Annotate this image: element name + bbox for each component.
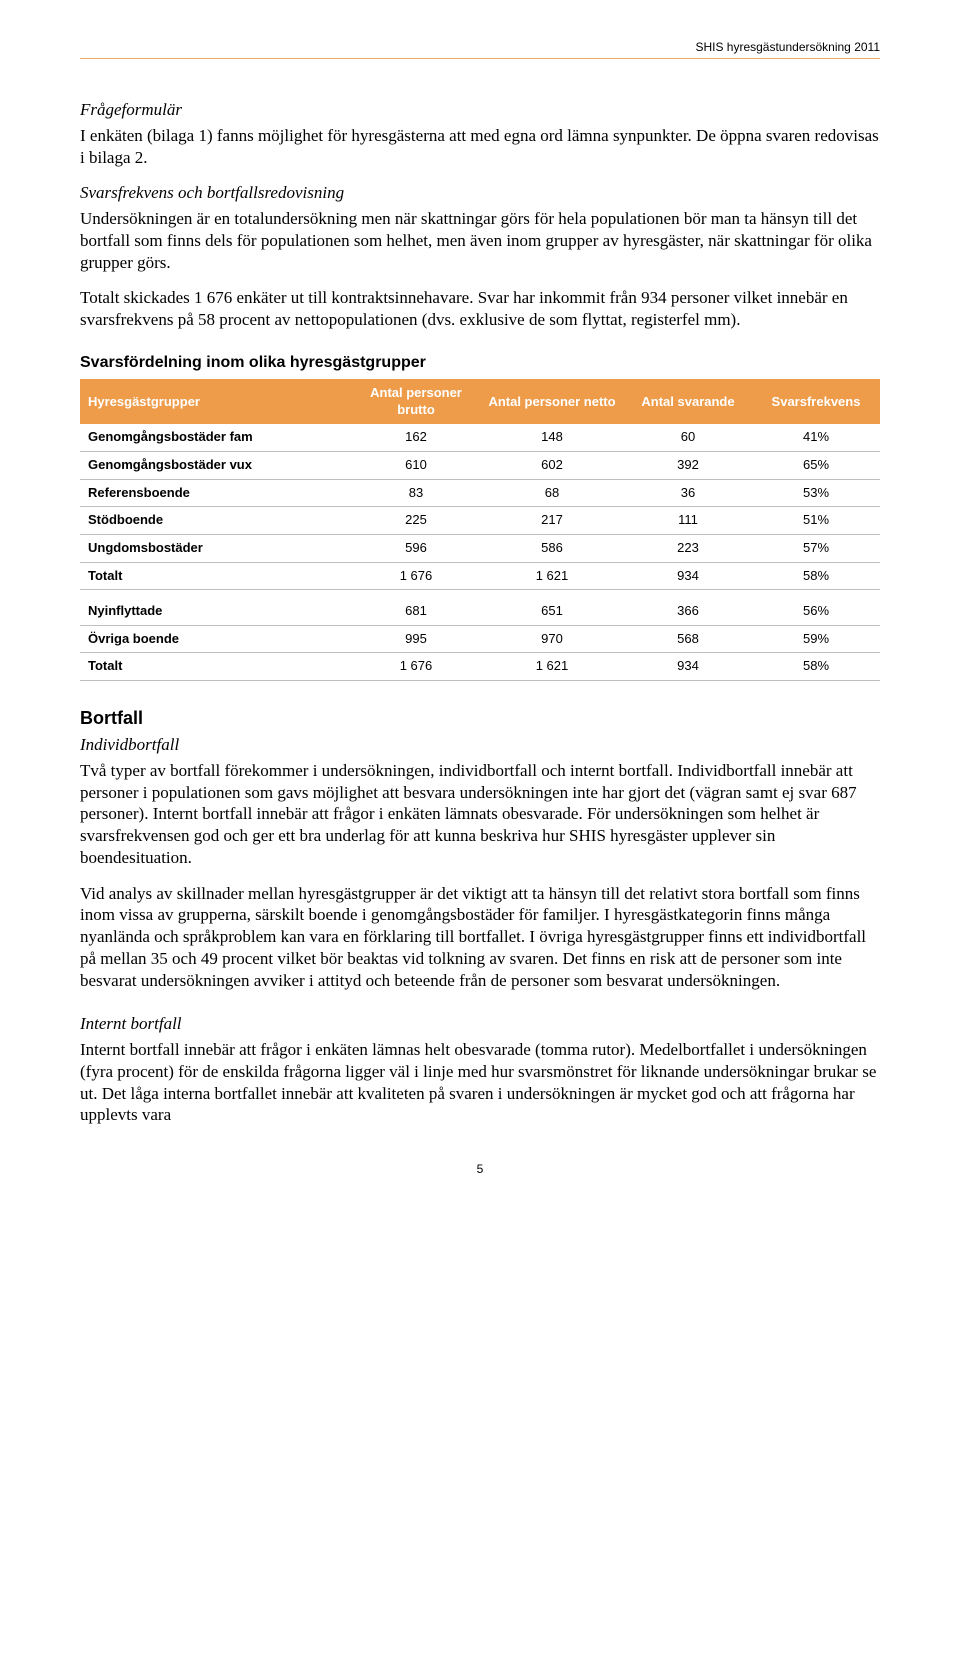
running-header: SHIS hyresgästundersökning 2011 xyxy=(80,40,880,54)
paragraph: Totalt skickades 1 676 enkäter ut till k… xyxy=(80,287,880,331)
table-cell: 1 676 xyxy=(352,562,480,590)
paragraph: Undersökningen är en totalundersökning m… xyxy=(80,208,880,273)
section-heading-svarsfrekvens: Svarsfrekvens och bortfallsredovisning xyxy=(80,182,880,204)
table-cell: 57% xyxy=(752,534,880,562)
table-cell: 36 xyxy=(624,479,752,507)
table-head: HyresgästgrupperAntal personer bruttoAnt… xyxy=(80,379,880,424)
table-cell: 934 xyxy=(624,653,752,681)
table-cell: 995 xyxy=(352,625,480,653)
table-cell: 225 xyxy=(352,507,480,535)
table-cell: 610 xyxy=(352,452,480,480)
table-cell: 58% xyxy=(752,562,880,590)
table-cell: 223 xyxy=(624,534,752,562)
table-spacer xyxy=(80,590,880,599)
table-cell: 934 xyxy=(624,562,752,590)
table-cell: 68 xyxy=(480,479,624,507)
paragraph: Två typer av bortfall förekommer i under… xyxy=(80,760,880,869)
table-cell: 1 676 xyxy=(352,653,480,681)
table-header-cell: Antal personer netto xyxy=(480,379,624,424)
table-cell: 681 xyxy=(352,598,480,625)
table-cell: Totalt xyxy=(80,562,352,590)
table-header-cell: Antal svarande xyxy=(624,379,752,424)
table-body-b: Nyinflyttade68165136656%Övriga boende995… xyxy=(80,598,880,680)
table-header-cell: Hyresgästgrupper xyxy=(80,379,352,424)
table-cell: 366 xyxy=(624,598,752,625)
table-cell: 56% xyxy=(752,598,880,625)
table-cell: Nyinflyttade xyxy=(80,598,352,625)
table-cell: 217 xyxy=(480,507,624,535)
table-cell: Övriga boende xyxy=(80,625,352,653)
table-row: Nyinflyttade68165136656% xyxy=(80,598,880,625)
table-row: Stödboende22521711151% xyxy=(80,507,880,535)
table-cell: Referensboende xyxy=(80,479,352,507)
table-cell: 568 xyxy=(624,625,752,653)
table-cell: 596 xyxy=(352,534,480,562)
paragraph: I enkäten (bilaga 1) fanns möjlighet för… xyxy=(80,125,880,169)
table-cell: 1 621 xyxy=(480,562,624,590)
table-cell: Stödboende xyxy=(80,507,352,535)
table-cell: 41% xyxy=(752,424,880,451)
subheading-internt-bortfall: Internt bortfall xyxy=(80,1013,880,1035)
table-header-cell: Svarsfrekvens xyxy=(752,379,880,424)
table-cell: 586 xyxy=(480,534,624,562)
table-cell: Genomgångsbostäder vux xyxy=(80,452,352,480)
table-cell: 602 xyxy=(480,452,624,480)
section-heading-bortfall: Bortfall xyxy=(80,707,880,730)
table-cell: Totalt xyxy=(80,653,352,681)
table-row: Referensboende83683653% xyxy=(80,479,880,507)
table-body-a: Genomgångsbostäder fam1621486041%Genomgå… xyxy=(80,424,880,589)
paragraph: Internt bortfall innebär att frågor i en… xyxy=(80,1039,880,1126)
table-cell: 58% xyxy=(752,653,880,681)
table-row: Totalt1 6761 62193458% xyxy=(80,562,880,590)
table-cell: 65% xyxy=(752,452,880,480)
response-table: HyresgästgrupperAntal personer bruttoAnt… xyxy=(80,379,880,681)
table-cell: 60 xyxy=(624,424,752,451)
table-cell: 53% xyxy=(752,479,880,507)
table-cell: 1 621 xyxy=(480,653,624,681)
table-cell: 970 xyxy=(480,625,624,653)
table-cell: 392 xyxy=(624,452,752,480)
table-title: Svarsfördelning inom olika hyresgästgrup… xyxy=(80,353,880,373)
table-cell: 651 xyxy=(480,598,624,625)
body: Frågeformulär I enkäten (bilaga 1) fanns… xyxy=(80,99,880,1126)
table-row: Totalt1 6761 62193458% xyxy=(80,653,880,681)
section-heading-frageformular: Frågeformulär xyxy=(80,99,880,121)
page-container: SHIS hyresgästundersökning 2011 Frågefor… xyxy=(0,0,960,1226)
table-cell: 59% xyxy=(752,625,880,653)
table-cell: 162 xyxy=(352,424,480,451)
table-row: Övriga boende99597056859% xyxy=(80,625,880,653)
paragraph: Vid analys av skillnader mellan hyresgäs… xyxy=(80,883,880,992)
table-header-cell: Antal personer brutto xyxy=(352,379,480,424)
subheading-individbortfall: Individbortfall xyxy=(80,734,880,756)
table-row: Genomgångsbostäder fam1621486041% xyxy=(80,424,880,451)
table-row: Genomgångsbostäder vux61060239265% xyxy=(80,452,880,480)
header-rule xyxy=(80,58,880,59)
table-cell: 111 xyxy=(624,507,752,535)
page-number: 5 xyxy=(80,1162,880,1176)
table-cell: 51% xyxy=(752,507,880,535)
table-row: Ungdomsbostäder59658622357% xyxy=(80,534,880,562)
table-cell: 83 xyxy=(352,479,480,507)
table-cell: Genomgångsbostäder fam xyxy=(80,424,352,451)
table-cell: Ungdomsbostäder xyxy=(80,534,352,562)
table-cell: 148 xyxy=(480,424,624,451)
